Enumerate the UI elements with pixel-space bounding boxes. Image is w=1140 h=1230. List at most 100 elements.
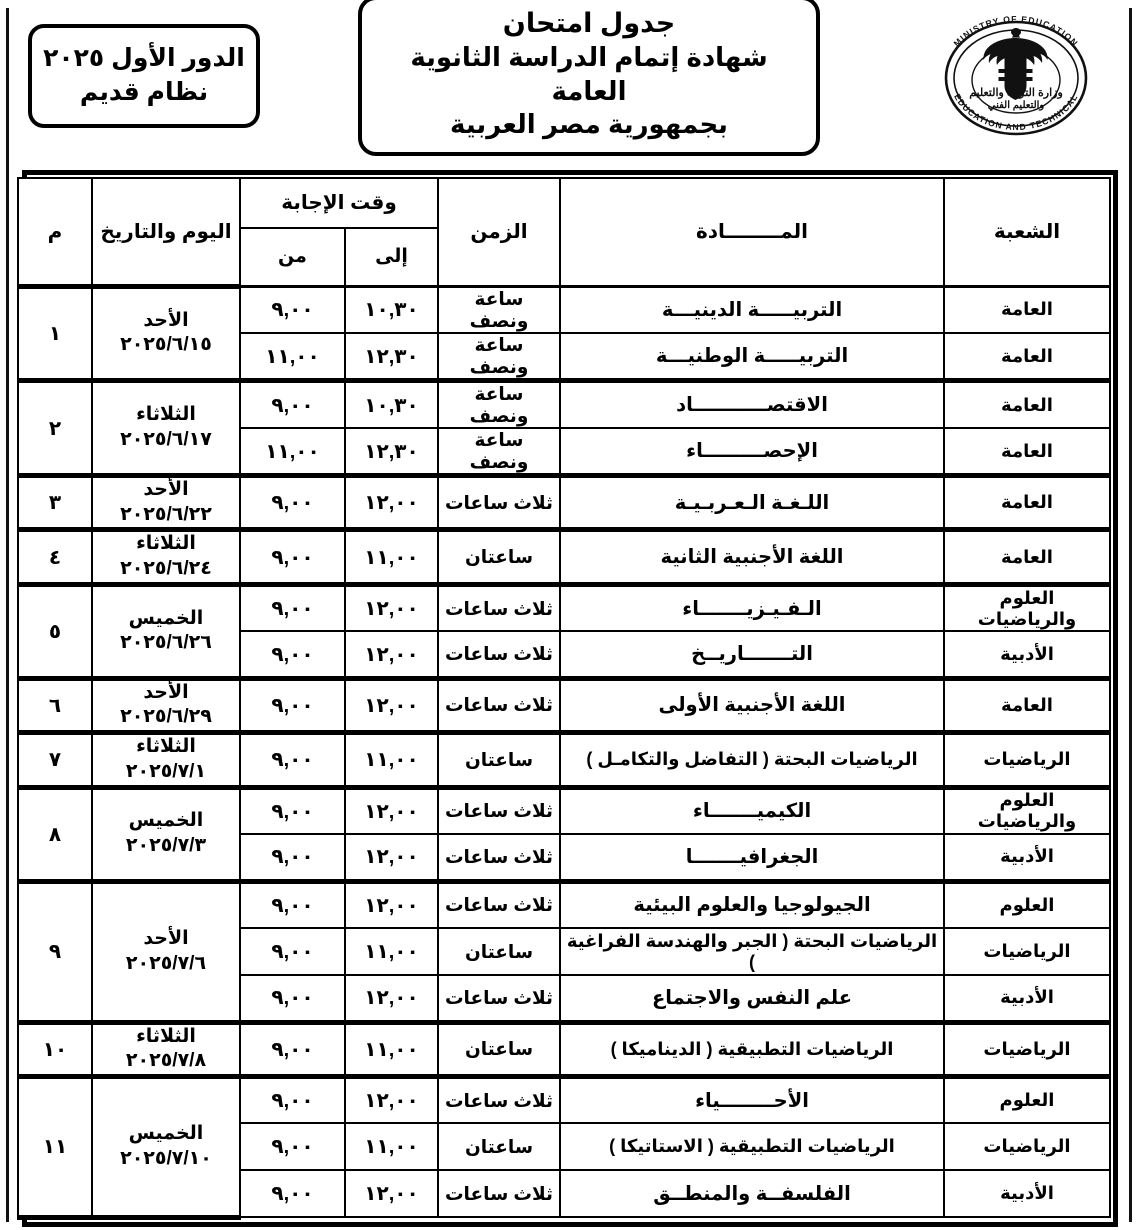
cell-row-number: ٧ [16, 730, 93, 790]
date-value: ٢٠٢٥/٦/٢٢ [120, 503, 212, 525]
cell-subject: الرياضيات التطبيقية ( الاستاتيكا ) [559, 1122, 945, 1172]
cell-time-from: ٩,٠٠ [238, 927, 347, 976]
cell-subject: اللغة الأجنبية الثانية [559, 527, 945, 586]
cell-time-from: ٩,٠٠ [238, 527, 347, 586]
day-name: الأحد [143, 927, 189, 949]
cell-time-from: ٩,٠٠ [238, 1019, 347, 1078]
header-row-1: الشعبة المــــــــادة الزمن وقت الإجابة … [16, 177, 1111, 287]
day-name: الأحد [143, 681, 189, 703]
col-header-from: من [238, 226, 347, 288]
cell-time-from: ٩,٠٠ [238, 284, 347, 334]
cell-duration: ثلاث ساعات [437, 833, 561, 882]
table-row: العامة اللـغـة الـعـربـيـة ثلاث ساعات ١٢,٠٠… [16, 472, 1111, 533]
table-body: العامة التربيـــــة الدينيـــة ساعة ونصف ١٠… [16, 283, 1111, 1220]
date-value: ٢٠٢٥/٦/٢٤ [120, 558, 212, 580]
table-row: الأدبية الفلسفــة والمنطــق ثلاث ساعات ١٢,٠… [18, 1169, 1111, 1219]
cell-time-to: ١١,٠٠ [344, 1019, 439, 1078]
day-name: الأحد [143, 309, 189, 331]
cell-duration: ساعتان [437, 1019, 561, 1078]
cell-duration: ثلاث ساعات [437, 784, 561, 835]
cell-section: العلوم [943, 1073, 1111, 1125]
cell-day-date: الأحد ٢٠٢٥/٦/٢٩ [90, 675, 241, 736]
table-row: الرياضيات الرياضيات التطبيقية ( الاستاتيك… [18, 1122, 1111, 1172]
cell-duration: ثلاث ساعات [437, 581, 561, 633]
cell-day-date: الأحد ٢٠٢٥/٦/١٥ [90, 283, 241, 383]
cell-duration: ساعة ونصف [437, 284, 561, 334]
title-line-2: شهادة إتمام الدراسة الثانوية العامة [410, 41, 768, 106]
cell-time-to: ١٢,٠٠ [344, 630, 439, 680]
cell-time-from: ٩,٠٠ [238, 974, 347, 1023]
cell-time-from: ٩,٠٠ [238, 378, 347, 429]
table-row: الأدبية علم النفس والاجتماع ثلاث ساعات ١٢,٠… [18, 974, 1111, 1023]
day-name: الخميس [128, 1123, 204, 1145]
col-header-to: إلى [344, 226, 439, 288]
title-line-3: بجمهورية مصر العربية [450, 109, 728, 140]
table-row: العامة الاقتصـــــــــــاد ساعة ونصف ١٠,٣٠ ٩… [16, 378, 1111, 478]
cell-time-from: ٩,٠٠ [238, 581, 347, 633]
cell-time-from: ١١,٠٠ [238, 427, 347, 477]
col-header-day-date: اليوم والتاريخ [90, 177, 241, 287]
table-header: الشعبة المــــــــادة الزمن وقت الإجابة … [16, 177, 1111, 288]
date-value: ٢٠٢٥/٧/٦ [125, 952, 207, 974]
day-name: الثلاثاء [136, 1025, 196, 1047]
day-name: الثلاثاء [136, 736, 196, 758]
table-row: العلوم والرياضيات الـفـيـزيـــــــاء ثلاث … [16, 581, 1111, 681]
cell-time-from: ٩,٠٠ [238, 1122, 347, 1172]
cell-section: العامة [943, 427, 1111, 477]
cell-subject: الكيميـــــــاء [559, 784, 945, 835]
cell-day-date: الخميس ٢٠٢٥/٧/١٠ [90, 1073, 241, 1220]
cell-section: العامة [943, 332, 1111, 382]
col-header-section: الشعبة [943, 177, 1111, 287]
cell-subject: الرياضيات البحتة ( التفاضل والتكامـل ) [559, 730, 945, 789]
date-value: ٢٠٢٥/٧/٣ [125, 835, 207, 856]
cell-row-number: ٥ [16, 581, 93, 681]
cell-section: الأدبية [943, 1169, 1111, 1219]
svg-text:وزارة التربية والتعليم: وزارة التربية والتعليم [969, 87, 1063, 99]
cell-day-date: الثلاثاء ٢٠٢٥/٧/٨ [90, 1019, 241, 1079]
cell-section: الرياضيات [943, 1122, 1111, 1172]
cell-time-to: ١١,٠٠ [344, 730, 439, 789]
cell-time-from: ٩,٠٠ [238, 730, 347, 789]
cell-duration: ساعتان [437, 927, 561, 976]
table-row: العلوم والرياضيات الكيميـــــــاء ثلاث ساع… [16, 784, 1111, 884]
cell-subject: الرياضيات التطبيقية ( الديناميكا ) [559, 1019, 945, 1078]
cell-row-number: ١١ [16, 1073, 93, 1220]
cell-time-from: ٩,٠٠ [238, 630, 347, 680]
cell-subject: التربيـــــة الوطنيـــة [559, 332, 945, 382]
table-row: العامة التربيـــــة الوطنيـــة ساعة ونصف ١٢… [18, 332, 1111, 382]
cell-time-to: ١١,٠٠ [344, 1122, 439, 1172]
cell-day-date: الأحد ٢٠٢٥/٦/٢٢ [90, 472, 241, 533]
table-row: العامة التربيـــــة الدينيـــة ساعة ونصف ١٠… [16, 283, 1111, 383]
cell-time-from: ٩,٠٠ [238, 472, 347, 531]
cell-row-number: ١ [16, 283, 93, 383]
cell-subject: التـــــــاريــخ [559, 630, 945, 680]
ministry-of-education-seal-icon: وزارة التربية والتعليم والتعليم الفني MI… [944, 14, 1088, 136]
cell-time-to: ١١,٠٠ [344, 527, 439, 586]
cell-subject: اللـغـة الـعـربـيـة [559, 472, 945, 531]
cell-subject: الإحصـــــــــاء [559, 427, 945, 477]
svg-text:والتعليم الفني: والتعليم الفني [988, 100, 1045, 111]
table-row: العامة اللغة الأجنبية الثانية ساعتان ١١,٠٠ ٩… [16, 527, 1111, 587]
date-value: ٢٠٢٥/٦/١٧ [120, 429, 212, 450]
document-title-box: جدول امتحان شهادة إتمام الدراسة الثانوية… [358, 0, 820, 157]
cell-subject: الجغرافيـــــــا [559, 833, 945, 882]
table-row: العلوم الجيولوجيا والعلوم البيئية ثلاث ساع… [16, 878, 1111, 1025]
exam-schedule-table: الشعبة المــــــــادة الزمن وقت الإجابة … [16, 177, 1111, 1220]
document-header: وزارة التربية والتعليم والتعليم الفني MI… [0, 0, 1140, 157]
cell-section: العامة [943, 675, 1111, 734]
cell-time-to: ١٢,٠٠ [344, 878, 439, 929]
cell-duration: ساعة ونصف [437, 332, 561, 382]
cell-section: العامة [943, 527, 1111, 586]
cell-subject: الفلسفــة والمنطــق [559, 1169, 945, 1219]
cell-time-from: ٩,٠٠ [238, 878, 347, 929]
cell-time-to: ١١,٠٠ [344, 927, 439, 976]
date-value: ٢٠٢٥/٧/٨ [125, 1050, 207, 1072]
cell-day-date: الخميس ٢٠٢٥/٧/٣ [90, 784, 241, 884]
cell-section: الرياضيات [943, 1019, 1111, 1078]
table-row: الرياضيات الرياضيات البحتة ( الجبر والهند… [18, 927, 1111, 976]
table-row: الرياضيات الرياضيات البحتة ( التفاضل والت… [16, 730, 1111, 790]
cell-duration: ثلاث ساعات [437, 675, 561, 734]
cell-row-number: ١٠ [16, 1019, 93, 1079]
cell-time-to: ١٢,٣٠ [344, 332, 439, 382]
cell-subject: الرياضيات البحتة ( الجبر والهندسة الفراغ… [559, 927, 945, 976]
